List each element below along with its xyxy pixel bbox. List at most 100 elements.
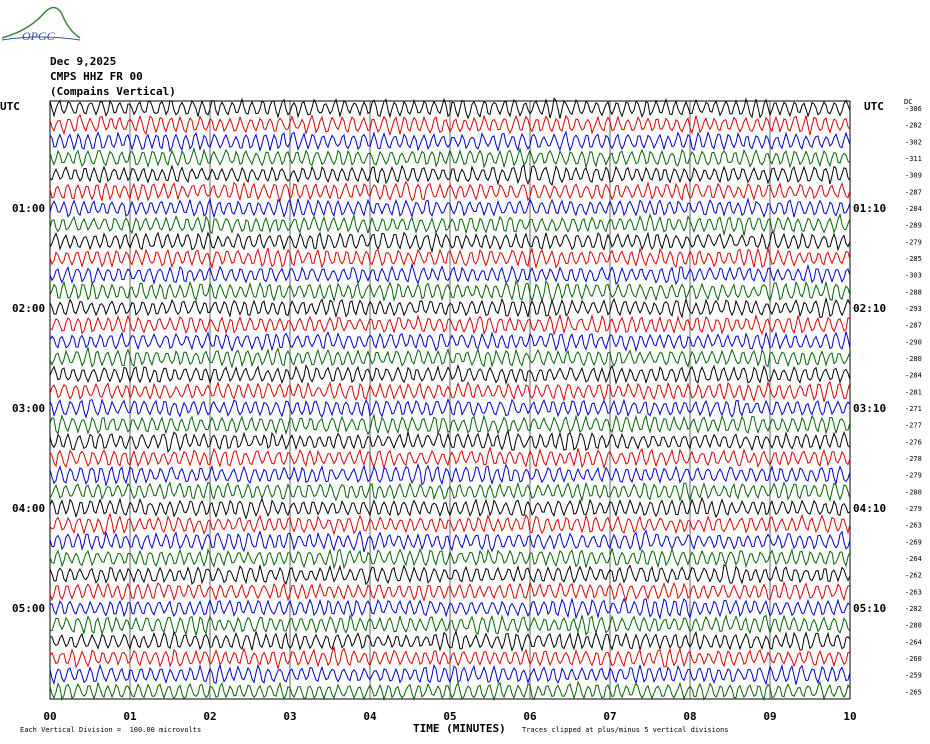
- trace: [49, 347, 851, 369]
- date: Dec 9,2025: [50, 55, 116, 68]
- dc-offset: -279: [905, 472, 922, 480]
- x-tick-label: 03: [283, 710, 296, 723]
- logo-text: OPGC: [22, 29, 56, 43]
- clip-note: Traces clipped at plus/minus 5 vertical …: [522, 726, 729, 734]
- trace: [49, 446, 851, 470]
- dc-offset: -306: [905, 105, 922, 113]
- dc-offset: -289: [905, 222, 922, 230]
- dc-offset: -282: [905, 605, 922, 613]
- dc-offset: -309: [905, 172, 922, 180]
- left-time-label: 03:00: [12, 402, 45, 415]
- dc-offset: -281: [905, 388, 922, 396]
- x-tick-label: 06: [523, 710, 537, 723]
- dc-offset: -262: [905, 572, 922, 580]
- dc-offset: -284: [905, 372, 922, 380]
- trace: [49, 197, 851, 219]
- trace: [49, 279, 851, 303]
- trace: [49, 564, 851, 586]
- dc-offset: -302: [905, 138, 922, 146]
- dc-offset: -263: [905, 588, 922, 596]
- trace: [49, 597, 851, 620]
- dc-offset: -278: [905, 455, 922, 463]
- dc-offset: -279: [905, 238, 922, 246]
- x-tick-label: 00: [43, 710, 56, 723]
- dc-offset: -277: [905, 422, 922, 430]
- trace: [49, 163, 851, 187]
- left-time-label: UTC: [0, 100, 20, 113]
- trace: [49, 481, 851, 503]
- component: (Compains Vertical): [50, 85, 176, 98]
- right-time-label: 01:10: [853, 202, 886, 215]
- trace: [49, 97, 851, 120]
- trace: [49, 462, 851, 488]
- dc-offset: -269: [905, 538, 922, 546]
- dc-offset: -276: [905, 438, 922, 446]
- dc-offset: -260: [905, 655, 922, 663]
- x-tick-label: 07: [603, 710, 616, 723]
- trace: [49, 645, 851, 671]
- dc-offset: -263: [905, 522, 922, 530]
- dc-offset: -287: [905, 188, 922, 196]
- trace: [49, 529, 851, 553]
- x-tick-label: 05: [443, 710, 456, 723]
- trace: [49, 246, 851, 270]
- dc-offset: -264: [905, 638, 922, 646]
- dc-offset: -271: [905, 405, 922, 413]
- dc-offset: -280: [905, 355, 922, 363]
- dc-offset: -285: [905, 255, 922, 263]
- trace: [49, 397, 851, 419]
- trace: [49, 512, 851, 536]
- trace: [49, 413, 851, 436]
- trace: [49, 180, 851, 203]
- right-time-label: 05:10: [853, 602, 886, 615]
- trace: [49, 130, 851, 153]
- dc-offset: -288: [905, 288, 922, 296]
- trace: [49, 313, 851, 336]
- trace: [49, 380, 851, 403]
- right-time-label: 04:10: [853, 502, 886, 515]
- x-tick-label: 01: [123, 710, 137, 723]
- station: CMPS HHZ FR 00: [50, 70, 143, 83]
- dc-offset: -284: [905, 205, 922, 213]
- dc-offset: -287: [905, 322, 922, 330]
- left-time-label: 02:00: [12, 302, 45, 315]
- right-time-label: 03:10: [853, 402, 886, 415]
- right-time-label: 02:10: [853, 302, 886, 315]
- axis-title: TIME (MINUTES): [413, 722, 506, 735]
- left-time-label: 01:00: [12, 202, 45, 215]
- trace: [49, 331, 851, 353]
- trace: [49, 496, 851, 520]
- dc-label: DC: [904, 98, 912, 106]
- trace: [49, 630, 851, 653]
- dc-offset: -303: [905, 272, 922, 280]
- left-time-label: 04:00: [12, 502, 45, 515]
- trace: [49, 296, 851, 319]
- logo: OPGC: [1, 6, 81, 43]
- trace: [49, 212, 851, 237]
- trace: [49, 662, 851, 686]
- left-time-label: 05:00: [12, 602, 45, 615]
- trace: [49, 113, 851, 137]
- dc-offset: -280: [905, 622, 922, 630]
- dc-offset: -279: [905, 505, 922, 513]
- scale-note: Each Vertical Division = 100.00 microvol…: [20, 726, 201, 734]
- trace: [49, 429, 851, 454]
- dc-offset: -280: [905, 488, 922, 496]
- dc-offset: -282: [905, 122, 922, 130]
- trace: [49, 231, 851, 254]
- trace: [49, 262, 851, 286]
- dc-offset: -259: [905, 672, 922, 680]
- x-tick-label: 04: [363, 710, 377, 723]
- dc-offset: -264: [905, 555, 922, 563]
- trace: [49, 613, 851, 638]
- right-time-label: UTC: [864, 100, 884, 113]
- trace: [49, 363, 851, 385]
- x-tick-label: 02: [203, 710, 216, 723]
- dc-offset: -293: [905, 305, 922, 313]
- dc-offset: -290: [905, 338, 922, 346]
- trace: [49, 680, 851, 702]
- dc-offset: -311: [905, 155, 922, 163]
- x-tick-label: 08: [683, 710, 696, 723]
- dc-offset: -265: [905, 688, 922, 696]
